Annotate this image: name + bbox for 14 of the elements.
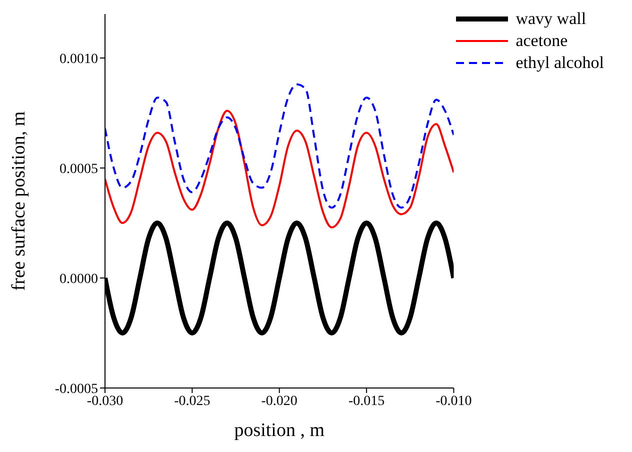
legend-label: ethyl alcohol xyxy=(516,53,604,73)
x-tick-label: -0.015 xyxy=(348,394,385,409)
x-tick-label: -0.025 xyxy=(174,394,210,409)
x-tick-label: -0.010 xyxy=(436,394,472,409)
y-tick-label: 0.0005 xyxy=(60,162,98,177)
y-tick-label: 0.0010 xyxy=(60,52,98,67)
line-series xyxy=(105,110,454,228)
line-series xyxy=(105,83,454,209)
legend-label: acetone xyxy=(516,31,568,51)
y-tick-label: 0.0000 xyxy=(60,272,98,287)
y-axis-title: free surface position, m xyxy=(8,111,30,291)
x-tick-label: -0.020 xyxy=(261,394,298,409)
legend-label: wavy wall xyxy=(516,9,586,29)
x-axis-title: position , m xyxy=(234,420,325,441)
